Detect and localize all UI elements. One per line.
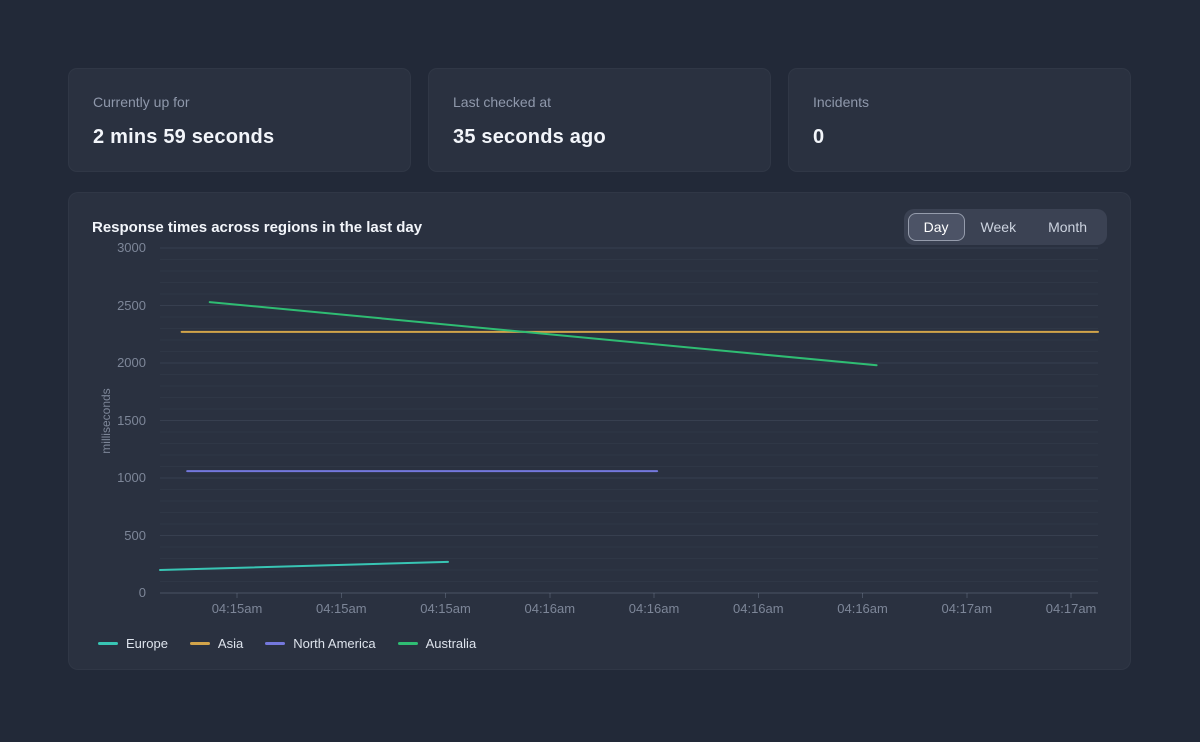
legend-swatch-australia	[397, 642, 418, 645]
response-times-chart: milliseconds Europe Asia North America Aust…	[69, 193, 1132, 671]
x-tick-label: 04:16am	[837, 601, 888, 616]
x-tick-label: 04:16am	[524, 601, 576, 616]
y-tick-label: 2500	[117, 297, 146, 313]
x-tick-label: 04:15am	[211, 601, 263, 616]
chart-plot-area	[159, 247, 1099, 598]
legend-item-north-america[interactable]: North America	[265, 636, 376, 651]
tab-day[interactable]: Day	[907, 213, 965, 241]
legend-swatch-europe	[98, 642, 118, 645]
uptime-card-label: Currently up for	[93, 94, 190, 110]
legend-item-australia[interactable]: Australia	[397, 636, 477, 651]
legend-label: Asia	[217, 636, 244, 651]
legend-label: Australia	[425, 636, 477, 651]
last-checked-card-label: Last checked at	[453, 94, 552, 110]
incidents-card: Incidents 0	[788, 68, 1131, 172]
legend-label: North America	[293, 636, 376, 651]
y-tick-label: 500	[124, 527, 146, 543]
last-checked-card: Last checked at 35 seconds ago	[428, 68, 771, 172]
legend-label: Europe	[126, 636, 168, 651]
chart-card: Response times across regions in the las…	[68, 192, 1131, 670]
tab-month[interactable]: Month	[1032, 213, 1103, 241]
uptime-card: Currently up for 2 mins 59 seconds	[68, 68, 411, 172]
y-tick-label: 2000	[117, 355, 146, 370]
y-tick-label: 0	[138, 585, 146, 600]
legend-swatch-north-america	[265, 642, 286, 645]
legend-item-asia[interactable]: Asia	[189, 636, 244, 651]
x-tick-label: 04:17am	[1045, 601, 1097, 616]
x-tick-label: 04:17am	[941, 601, 993, 616]
range-toggle: Day Week Month	[903, 209, 1107, 245]
legend-item-europe[interactable]: Europe	[98, 636, 168, 651]
x-tick-label: 04:16am	[628, 601, 680, 616]
series-line-australia	[208, 301, 878, 367]
x-tick-label: 04:16am	[733, 601, 784, 616]
last-checked-card-value: 35 seconds ago	[453, 126, 606, 148]
chart-title: Response times across regions in the las…	[92, 219, 423, 236]
x-tick-label: 04:15am	[420, 601, 471, 616]
y-tick-label: 1500	[117, 412, 146, 428]
y-tick-label: 3000	[117, 240, 146, 255]
x-tick-label: 04:15am	[315, 601, 367, 616]
incidents-card-label: Incidents	[813, 94, 870, 110]
y-tick-label: 1000	[117, 470, 146, 485]
legend-swatch-asia	[189, 642, 210, 645]
uptime-card-value: 2 mins 59 seconds	[93, 126, 275, 148]
chart-legend: Europe Asia North America Australia	[98, 636, 476, 651]
incidents-card-value: 0	[813, 126, 825, 148]
tab-week[interactable]: Week	[965, 213, 1033, 241]
series-line-europe	[159, 560, 449, 571]
